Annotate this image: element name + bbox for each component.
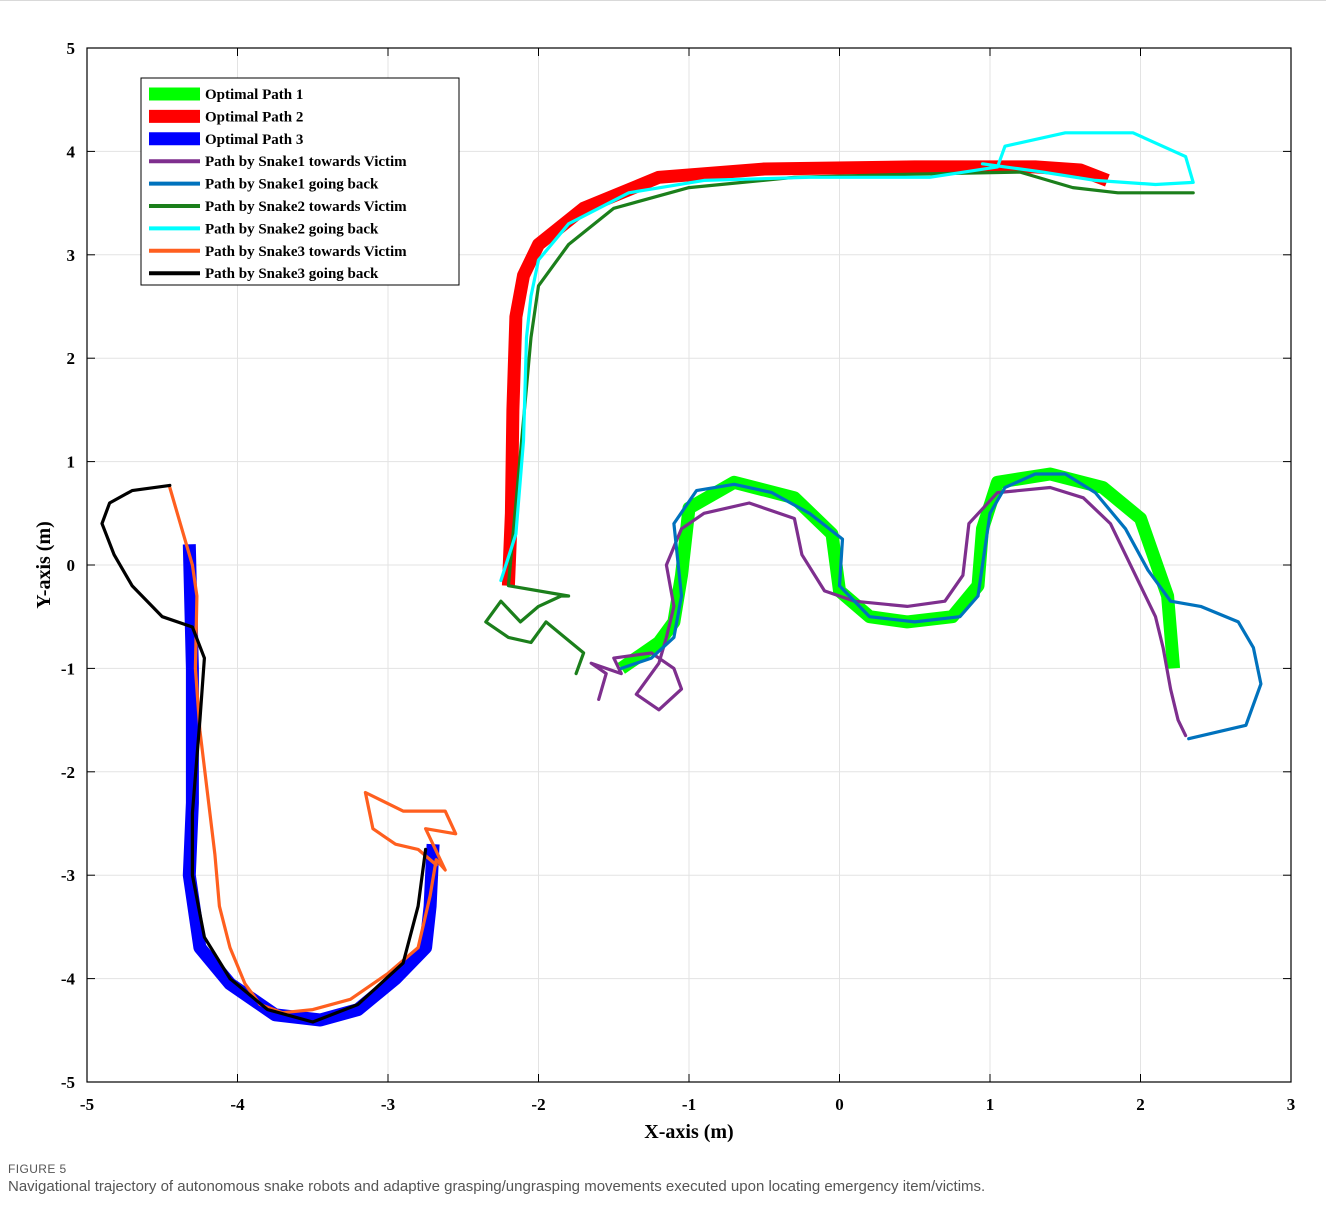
series-path-by-snake2-towards-victim: [484, 170, 1195, 676]
legend-entry-label: Path by Snake3 going back: [205, 266, 379, 282]
legend-entry-label: Path by Snake2 going back: [205, 221, 379, 237]
y-tick-label: 4: [67, 142, 76, 161]
x-tick-label: 2: [1136, 1095, 1145, 1114]
legend-entry-label: Optimal Path 3: [205, 132, 303, 148]
x-tick-label: -4: [230, 1095, 245, 1114]
series-path-by-snake1-towards-victim: [589, 485, 1188, 738]
figure-caption-text: Navigational trajectory of autonomous sn…: [8, 1178, 986, 1195]
legend-entry-label: Path by Snake1 towards Victim: [205, 154, 407, 170]
legend-entry-label: Path by Snake1 going back: [205, 177, 379, 193]
axis-ticks: -5 -4 -3 -2 -1 0 1 2 3 -5 -4 -3 -2 -1 0 1 2 3 4 5: [61, 39, 1295, 1114]
y-tick-label: 3: [67, 246, 76, 265]
figure-caption: FIGURE 5 Navigational trajectory of auto…: [8, 1162, 1318, 1195]
legend-entry-label: Path by Snake2 towards Victim: [205, 199, 407, 215]
y-tick-label: -1: [61, 659, 75, 678]
x-tick-label: 3: [1287, 1095, 1296, 1114]
x-axis-title: X-axis (m): [644, 1121, 733, 1143]
y-tick-label: -3: [61, 866, 75, 885]
top-rule: [0, 0, 1326, 1]
y-tick-label: 5: [67, 39, 76, 58]
x-tick-label: -5: [80, 1095, 94, 1114]
y-tick-label: 0: [67, 556, 76, 575]
y-tick-label: -4: [61, 970, 76, 989]
series-path-by-snake3-towards-victim: [168, 485, 458, 1015]
legend-entry-label: Optimal Path 2: [205, 109, 303, 125]
y-tick-label: -5: [61, 1073, 75, 1092]
figure-label: FIGURE 5: [8, 1162, 67, 1176]
legend-entry-label: Optimal Path 1: [205, 87, 303, 103]
series-layer: [100, 131, 1263, 1027]
series-path-by-snake1-going-back: [619, 472, 1263, 741]
series-path-by-snake2-going-back: [499, 131, 1195, 583]
x-tick-label: 1: [986, 1095, 995, 1114]
trajectory-chart: -5 -4 -3 -2 -1 0 1 2 3 -5 -4 -3 -2 -1 0 1 2 3 4 5 X-axis (m…: [33, 39, 1295, 1143]
x-tick-label: -3: [381, 1095, 395, 1114]
legend-entry-label: Path by Snake3 towards Victim: [205, 244, 407, 260]
x-tick-label: 0: [835, 1095, 844, 1114]
y-tick-label: 1: [67, 453, 76, 472]
y-tick-label: 2: [67, 349, 76, 368]
x-tick-label: -1: [682, 1095, 696, 1114]
legend: Optimal Path 1 Optimal Path 2 Optimal Path…: [140, 77, 460, 286]
x-tick-label: -2: [531, 1095, 545, 1114]
series-path-by-snake3-going-back: [100, 483, 428, 1024]
y-tick-label: -2: [61, 763, 75, 782]
y-axis-title: Y-axis (m): [33, 521, 55, 609]
series-optimal-path-2: [501, 160, 1110, 586]
